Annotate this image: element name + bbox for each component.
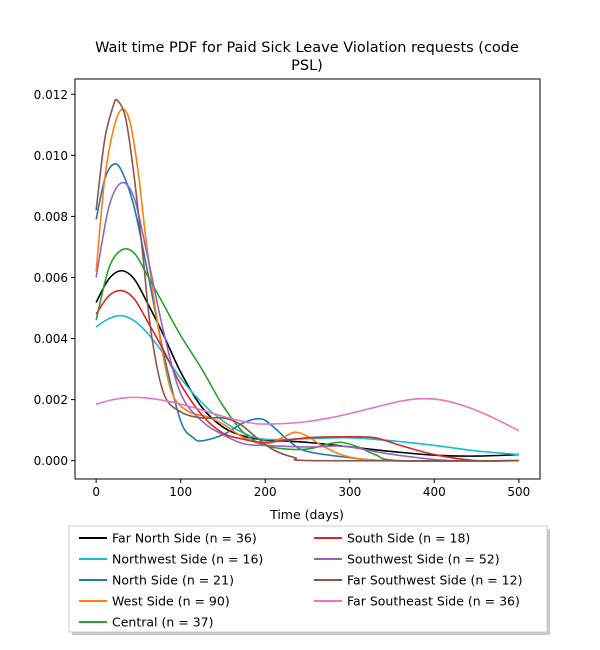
legend-item: North Side (n = 21) [79, 573, 234, 588]
x-tick-label: 200 [254, 485, 277, 499]
x-tick-label: 300 [338, 485, 361, 499]
legend-item: Southwest Side (n = 52) [314, 552, 500, 567]
series-line-6 [95, 289, 519, 462]
legend-label: Far Southwest Side (n = 12) [347, 573, 522, 588]
legend-label: Far North Side (n = 36) [112, 531, 257, 546]
legend-item: South Side (n = 18) [314, 531, 470, 546]
chart-title: Wait time PDF for Paid Sick Leave Violat… [95, 40, 519, 74]
legend-item: Far Southeast Side (n = 36) [314, 594, 520, 609]
series-line-9 [95, 396, 520, 432]
legend-item: Central (n = 37) [79, 615, 214, 630]
legend-label: Far Southeast Side (n = 36) [347, 594, 520, 609]
legend-item: Far Southwest Side (n = 12) [314, 573, 522, 588]
series-line-1 [95, 269, 519, 457]
y-axis: 0.000 0.002 0.004 0.006 0.008 0.010 0.012 [34, 88, 75, 468]
y-tick-label: 0.008 [34, 210, 68, 224]
y-tick-label: 0.010 [34, 149, 68, 163]
y-tick-label: 0.006 [34, 271, 68, 285]
series-line-4 [95, 108, 519, 462]
legend-label: West Side (n = 90) [112, 594, 230, 609]
y-tick-label: 0.002 [34, 393, 68, 407]
legend-label: Southwest Side (n = 52) [347, 552, 500, 567]
legend-label: North Side (n = 21) [112, 573, 234, 588]
legend-label: South Side (n = 18) [347, 531, 470, 546]
plot-area-frame [74, 78, 541, 480]
series-line-5 [95, 247, 519, 462]
legend-item: Northwest Side (n = 16) [79, 552, 263, 567]
chart-title-line-2: PSL) [291, 58, 323, 74]
x-tick-label: 400 [423, 485, 446, 499]
y-tick-label: 0.000 [34, 454, 68, 468]
series-line-8 [95, 98, 519, 462]
legend-item: West Side (n = 90) [79, 594, 230, 609]
y-tick-label: 0.004 [34, 332, 68, 346]
legend: Far North Side (n = 36) Northwest Side (n… [68, 525, 550, 635]
legend-label: Central (n = 37) [112, 615, 214, 630]
y-tick-label: 0.012 [34, 88, 68, 102]
x-axis-label: Time (days) [269, 507, 344, 522]
legend-item: Far North Side (n = 36) [79, 531, 257, 546]
series-line-7 [95, 181, 519, 462]
x-tick-label: 0 [92, 485, 100, 499]
series-layer [95, 98, 520, 462]
x-axis: 0 100 200 300 400 500 [92, 479, 530, 499]
series-line-2 [95, 314, 519, 456]
x-tick-label: 500 [507, 485, 530, 499]
x-tick-label: 100 [169, 485, 192, 499]
chart-title-line-1: Wait time PDF for Paid Sick Leave Violat… [95, 40, 519, 56]
series-line-3 [95, 163, 519, 462]
legend-label: Northwest Side (n = 16) [112, 552, 263, 567]
legend-box [68, 525, 548, 633]
